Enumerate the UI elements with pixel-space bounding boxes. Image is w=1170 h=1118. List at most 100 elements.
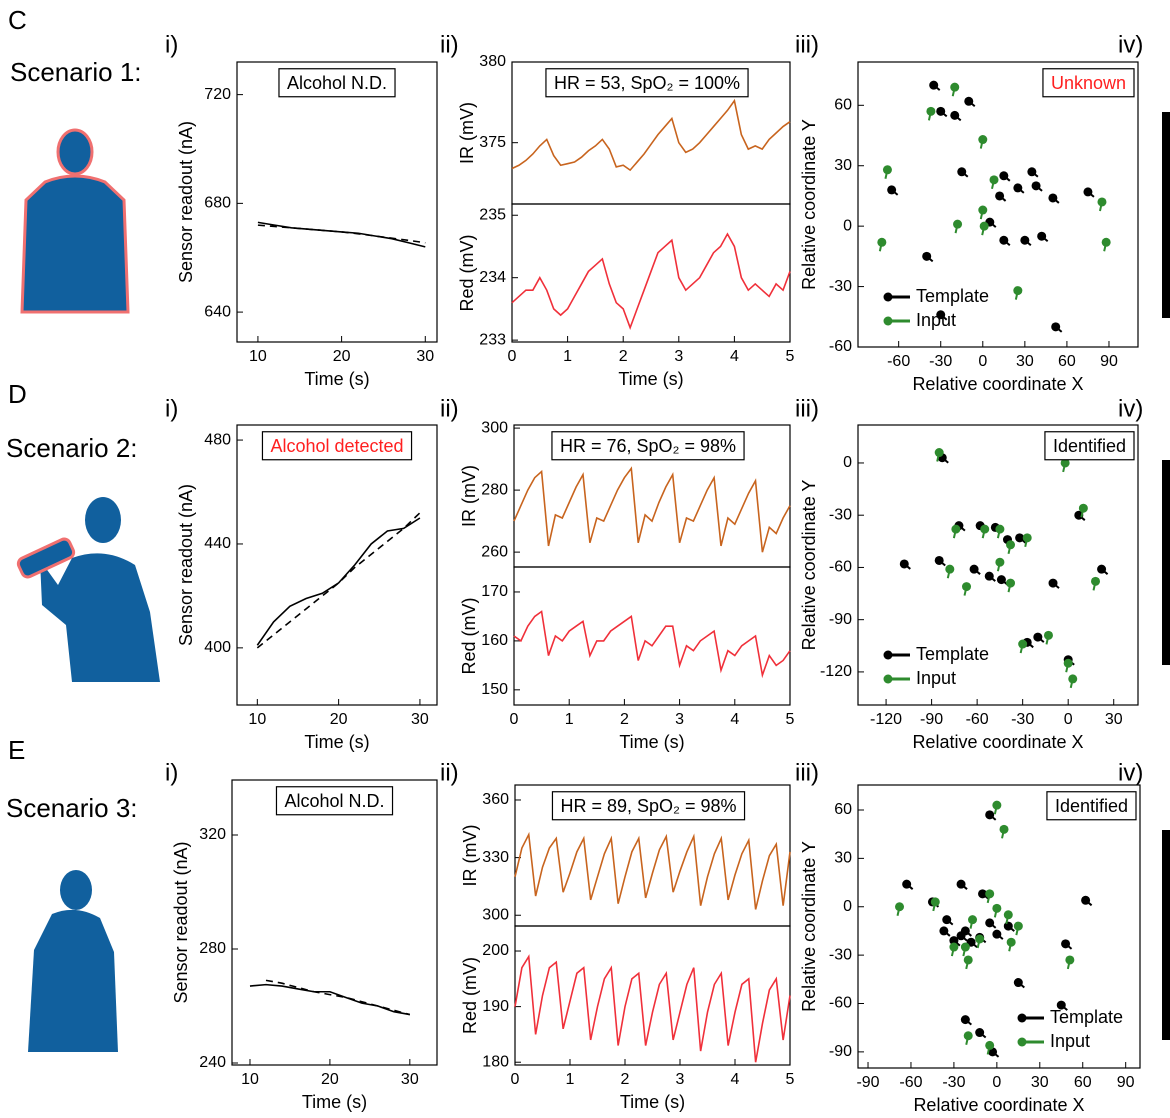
x-axis-label: Time (s) [620,1092,685,1112]
scatter-point [1013,183,1023,193]
scatter-point [985,810,995,820]
y-tick-label: 235 [479,206,506,223]
cropped-panel [1162,112,1170,318]
y-tick-label: 300 [481,419,508,436]
scatter-point [999,171,1009,181]
y-tick-label: -60 [829,338,852,355]
x-tick-label: 0 [1064,711,1073,728]
y-axis-label: IR (mV) [459,465,479,527]
line-chart: 260 280 300 IR (mV) HR = 76, SpO₂ = 98% [459,419,791,568]
legend-swatch [883,674,893,684]
x-tick-label: 30 [1105,711,1123,728]
y-tick-label: 240 [199,1054,226,1071]
scatter-point [1018,639,1028,649]
y-tick-label: -90 [829,1043,852,1060]
y-tick-label: 640 [204,303,231,320]
sublabel: ii) [440,31,459,58]
x-tick-label: 5 [786,711,795,728]
line-series [511,232,791,330]
y-tick-label: 280 [481,481,508,498]
person-silhouette [16,497,160,682]
scenario-label: Scenario 3: [6,793,138,823]
y-tick-label: 380 [479,53,506,70]
y-tick-label: 60 [834,801,852,818]
scatter-point [960,1015,970,1025]
annotation-box [275,786,394,816]
scatter-point [951,524,961,534]
panel-letter: C [8,5,27,35]
scatter-point [1065,955,1075,965]
x-axis-label: Time (s) [618,369,683,389]
plot-frame [236,424,438,706]
line-series [249,983,410,1016]
scatter-point [1060,458,1070,468]
scatter-point [992,903,1002,913]
x-tick-label: 90 [1117,1074,1135,1091]
y-tick-label: -60 [829,995,852,1012]
x-tick-label: 5 [786,1071,795,1088]
y-tick-label: 30 [834,850,852,867]
scatter-point [1022,533,1032,543]
y-axis-label: Relative coordinate Y [799,841,819,1012]
x-tick-label: 5 [786,348,795,365]
line-series [511,98,791,172]
scatter-point [1013,286,1023,296]
sublabel: i) [165,31,178,58]
x-axis-label: Time (s) [619,732,684,752]
scatter-point [956,879,966,889]
scatter-point [1027,167,1037,177]
scatter-point [922,251,932,261]
sublabel: iii) [795,759,819,786]
plot-frame [857,424,1139,706]
line-chart: 10 20 30 240 280 320 Time (s) Sensor readout (n… [171,779,438,1112]
scatter-point [877,237,887,247]
scatter-point [887,185,897,195]
x-axis-label: Relative coordinate X [912,374,1083,394]
sublabel: i) [165,395,178,422]
x-tick-label: -30 [942,1074,965,1091]
line-chart: 10 20 30 640 680 720 Time (s) Sensor readout (n… [176,61,438,389]
line-series [256,512,421,649]
sublabel: ii) [440,759,459,786]
line-series [513,466,791,553]
x-tick-label: 30 [1016,353,1034,370]
x-tick-label: 0 [508,348,517,365]
scatter-point [899,559,909,569]
y-axis-label: Sensor readout (nA) [176,484,196,646]
y-tick-label: 170 [481,583,508,600]
plot-frame [231,779,438,1066]
x-tick-label: 4 [730,711,739,728]
x-tick-label: -60 [966,711,989,728]
scatter-point [949,942,959,952]
x-tick-label: 0 [511,1071,520,1088]
scatter-point [926,106,936,116]
scatter-point [1063,658,1073,668]
scatter-point [1003,910,1013,920]
sublabel: i) [165,759,178,786]
x-tick-label: 2 [621,1071,630,1088]
y-tick-label: 280 [199,940,226,957]
person-silhouette [20,128,130,314]
scatter-point [882,165,892,175]
scatter-point [1013,921,1023,931]
x-tick-label: 30 [411,711,429,728]
scatter-point [949,936,959,946]
x-axis-label: Relative coordinate X [913,1095,1084,1115]
x-tick-label: 0 [992,1074,1001,1091]
y-tick-label: 400 [204,639,231,656]
scatter-point [985,918,995,928]
y-tick-label: 360 [482,791,509,808]
x-tick-label: -60 [899,1074,922,1091]
y-tick-label: 30 [834,157,852,174]
sublabel: iv) [1118,31,1143,58]
cropped-panel [1162,460,1170,665]
scatter-point [969,564,979,574]
legend-label: Input [916,668,956,688]
x-tick-label: 60 [1058,353,1076,370]
sublabel: iv) [1118,759,1143,786]
scatter-point [995,524,1005,534]
scatter-point [999,824,1009,834]
legend-swatch [1017,1013,1027,1023]
scatter-point [1020,235,1030,245]
